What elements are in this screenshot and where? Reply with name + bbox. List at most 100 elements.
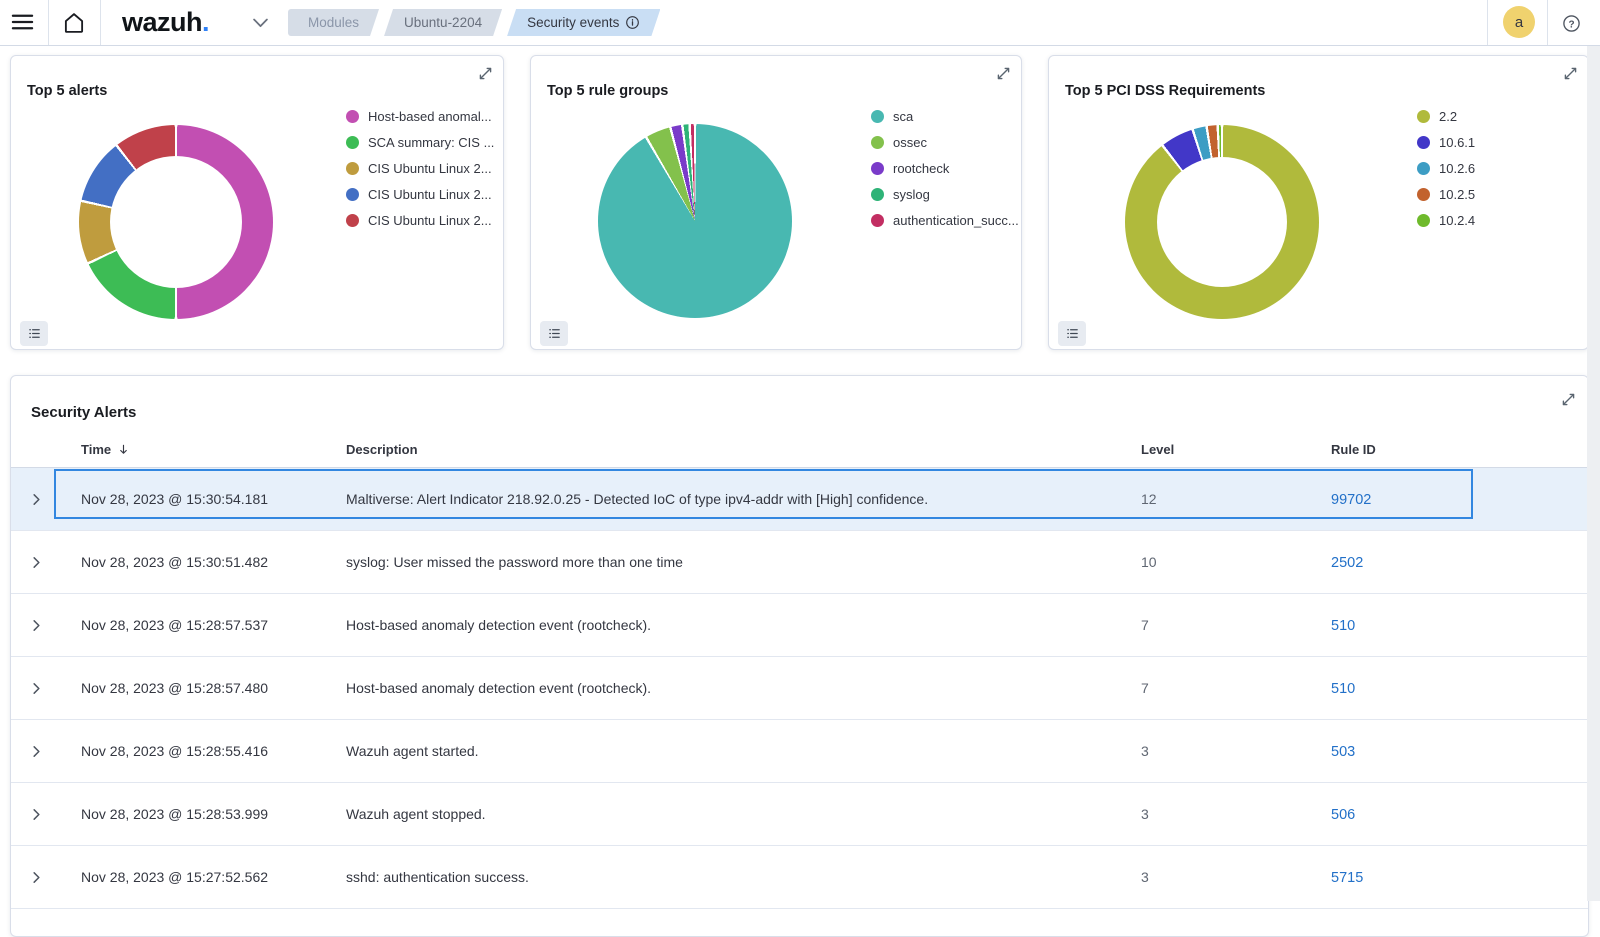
legend-item[interactable]: CIS Ubuntu Linux 2... bbox=[346, 185, 494, 203]
time-cell: Nov 28, 2023 @ 15:28:57.537 bbox=[81, 617, 269, 633]
time-cell: Nov 28, 2023 @ 15:27:52.562 bbox=[81, 869, 269, 885]
topbar-divider bbox=[100, 0, 101, 45]
rule-id-link[interactable]: 99702 bbox=[1331, 491, 1372, 508]
legend-swatch bbox=[1417, 135, 1430, 149]
expand-panel-button[interactable] bbox=[1560, 390, 1578, 408]
expand-row-button[interactable] bbox=[26, 678, 46, 698]
svg-text:?: ? bbox=[1568, 19, 1574, 30]
show-as-table-button[interactable] bbox=[1058, 321, 1086, 346]
breadcrumb-security-events[interactable]: Security events bbox=[507, 9, 660, 36]
show-as-table-button[interactable] bbox=[20, 321, 48, 346]
legend-item[interactable]: authentication_succ... bbox=[871, 211, 1019, 229]
column-header-time[interactable]: Time bbox=[81, 442, 346, 457]
top-5-alerts-donut-chart[interactable] bbox=[79, 125, 273, 319]
legend-item[interactable]: sca bbox=[871, 107, 1019, 125]
breadcrumb-modules[interactable]: Modules bbox=[288, 9, 379, 36]
legend-item[interactable]: 2.2 bbox=[1417, 107, 1475, 125]
legend-swatch bbox=[871, 109, 884, 123]
security-alerts-panel: Security Alerts Time Description Level R… bbox=[10, 375, 1589, 937]
hamburger-menu-button[interactable] bbox=[8, 10, 36, 34]
topbar-divider bbox=[1487, 0, 1488, 45]
legend-swatch bbox=[346, 109, 359, 123]
rule-id-link[interactable]: 510 bbox=[1331, 680, 1356, 697]
top-5-pci-dss-panel: Top 5 PCI DSS Requirements 2.2 10.6.1 10… bbox=[1048, 55, 1589, 350]
description-cell: Host-based anomaly detection event (root… bbox=[346, 617, 652, 633]
breadcrumb-modules-label: Modules bbox=[308, 15, 360, 30]
wazuh-logo[interactable]: wazuh. bbox=[122, 0, 210, 45]
panel-title: Top 5 rule groups bbox=[547, 83, 669, 100]
legend-item[interactable]: CIS Ubuntu Linux 2... bbox=[346, 211, 494, 229]
legend-label: 10.2.4 bbox=[1439, 212, 1476, 228]
topbar-divider bbox=[48, 0, 49, 45]
topbar-divider bbox=[1547, 0, 1548, 45]
level-cell: 3 bbox=[1141, 806, 1149, 822]
scrollbar-track[interactable] bbox=[1587, 45, 1600, 901]
level-cell: 3 bbox=[1141, 869, 1149, 885]
table-list-icon bbox=[547, 326, 562, 341]
expand-panel-button[interactable] bbox=[477, 64, 495, 82]
legend-label: 2.2 bbox=[1439, 108, 1458, 124]
table-row: Nov 28, 2023 @ 15:28:55.416 Wazuh agent … bbox=[11, 720, 1588, 783]
legend-label: authentication_succ... bbox=[893, 212, 1019, 228]
column-header-level-label: Level bbox=[1141, 441, 1175, 457]
legend-label: sca bbox=[893, 108, 914, 124]
rule-id-link[interactable]: 510 bbox=[1331, 617, 1356, 634]
legend-item[interactable]: SCA summary: CIS ... bbox=[346, 133, 494, 151]
legend-item[interactable]: rootcheck bbox=[871, 159, 1019, 177]
top-5-rule-groups-pie-chart[interactable] bbox=[598, 124, 792, 318]
chart-legend: 2.2 10.6.1 10.2.6 10.2.5 10.2.4 bbox=[1417, 107, 1475, 229]
legend-item[interactable]: Host-based anomal... bbox=[346, 107, 494, 125]
legend-item[interactable]: syslog bbox=[871, 185, 1019, 203]
legend-item[interactable]: 10.2.5 bbox=[1417, 185, 1475, 203]
description-cell: syslog: User missed the password more th… bbox=[346, 554, 683, 570]
legend-label: rootcheck bbox=[893, 160, 950, 176]
help-button[interactable]: ? bbox=[1558, 11, 1584, 35]
expand-row-button[interactable] bbox=[26, 804, 46, 824]
home-button[interactable] bbox=[58, 8, 90, 38]
expand-icon bbox=[995, 65, 1013, 82]
legend-item[interactable]: 10.2.6 bbox=[1417, 159, 1475, 177]
top-5-pci-dss-donut-chart[interactable] bbox=[1125, 125, 1319, 319]
sort-desc-icon bbox=[117, 443, 130, 456]
description-cell: Maltiverse: Alert Indicator 218.92.0.25 … bbox=[346, 491, 929, 507]
rule-id-link[interactable]: 503 bbox=[1331, 743, 1356, 760]
app-switcher-chevron-button[interactable] bbox=[248, 13, 272, 33]
legend-item[interactable]: 10.2.4 bbox=[1417, 211, 1475, 229]
column-header-time-label: Time bbox=[81, 441, 112, 457]
expand-panel-button[interactable] bbox=[995, 64, 1013, 82]
rule-id-link[interactable]: 5715 bbox=[1331, 869, 1364, 886]
panel-title: Top 5 alerts bbox=[27, 83, 108, 100]
column-header-rule-id-label: Rule ID bbox=[1331, 441, 1376, 457]
table-list-icon bbox=[1065, 326, 1080, 341]
legend-label: ossec bbox=[893, 134, 927, 150]
rule-id-link[interactable]: 506 bbox=[1331, 806, 1356, 823]
level-cell: 7 bbox=[1141, 680, 1149, 696]
legend-item[interactable]: 10.6.1 bbox=[1417, 133, 1475, 151]
legend-swatch bbox=[346, 161, 359, 175]
expand-row-button[interactable] bbox=[26, 552, 46, 572]
expand-row-button[interactable] bbox=[26, 615, 46, 635]
table-row: Nov 28, 2023 @ 15:30:54.181 Maltiverse: … bbox=[11, 468, 1588, 531]
legend-swatch bbox=[346, 135, 359, 149]
chevron-down-icon bbox=[251, 16, 270, 30]
avatar[interactable]: a bbox=[1503, 6, 1535, 38]
time-cell: Nov 28, 2023 @ 15:28:57.480 bbox=[81, 680, 269, 696]
info-icon[interactable] bbox=[625, 15, 640, 30]
legend-swatch bbox=[871, 135, 884, 149]
table-row: Nov 28, 2023 @ 15:27:52.562 sshd: authen… bbox=[11, 846, 1588, 909]
legend-item[interactable]: CIS Ubuntu Linux 2... bbox=[346, 159, 494, 177]
expand-row-button[interactable] bbox=[26, 489, 46, 509]
rule-id-link[interactable]: 2502 bbox=[1331, 554, 1364, 571]
table-header-row: Time Description Level Rule ID bbox=[11, 431, 1588, 468]
expand-panel-button[interactable] bbox=[1562, 64, 1580, 82]
breadcrumb-security-events-label: Security events bbox=[527, 15, 620, 30]
legend-label: CIS Ubuntu Linux 2... bbox=[368, 212, 492, 228]
legend-item[interactable]: ossec bbox=[871, 133, 1019, 151]
table-row: Nov 28, 2023 @ 15:28:53.999 Wazuh agent … bbox=[11, 783, 1588, 846]
expand-row-button[interactable] bbox=[26, 867, 46, 887]
breadcrumb: Modules Ubuntu-2204 Security events bbox=[288, 9, 660, 36]
level-cell: 10 bbox=[1141, 554, 1157, 570]
breadcrumb-agent[interactable]: Ubuntu-2204 bbox=[384, 9, 502, 36]
show-as-table-button[interactable] bbox=[540, 321, 568, 346]
expand-row-button[interactable] bbox=[26, 741, 46, 761]
